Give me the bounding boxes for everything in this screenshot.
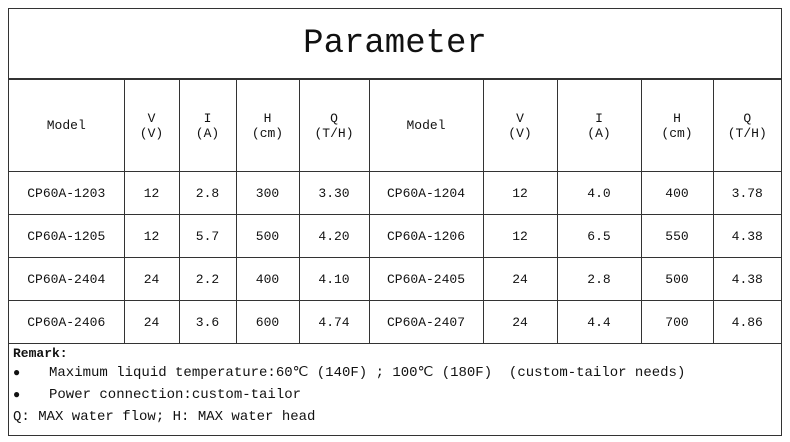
- data-row: CP60A-2406 24 3.6 600 4.74 CP60A-2407 24 4.4 700…: [9, 300, 781, 344]
- header-cell: V (V): [123, 79, 180, 172]
- header-text: V: [147, 110, 156, 126]
- header-cell: I (A): [178, 79, 237, 172]
- header-text: I: [203, 110, 212, 126]
- data-cell: CP60A-1206: [368, 214, 484, 258]
- data-cell: 300: [235, 171, 300, 215]
- data-cell: 500: [235, 214, 300, 258]
- header-text: Model: [406, 118, 446, 133]
- data-cell: 24: [482, 257, 558, 301]
- header-text: Q: [743, 110, 752, 126]
- data-cell: 12: [482, 214, 558, 258]
- header-cell: Model: [368, 79, 484, 172]
- data-cell: 24: [123, 300, 180, 344]
- data-cell: 2.8: [556, 257, 642, 301]
- parameter-table: Model V (V) I (A) H (cm) Q (T/H) Model V (V) I (A) H (c…: [9, 79, 781, 344]
- data-cell: CP60A-2404: [9, 257, 125, 301]
- header-cell: I (A): [556, 79, 642, 172]
- data-cell: 2.2: [178, 257, 237, 301]
- header-row: Model V (V) I (A) H (cm) Q (T/H) Model V (V) I (A) H (c…: [9, 79, 781, 172]
- data-cell: 2.8: [178, 171, 237, 215]
- data-row: CP60A-2404 24 2.2 400 4.10 CP60A-2405 24 2.8 500…: [9, 257, 781, 301]
- header-cell: Model: [9, 79, 125, 172]
- header-text: (cm): [251, 125, 284, 141]
- data-cell: 24: [123, 257, 180, 301]
- data-cell: 4.86: [712, 300, 781, 344]
- data-cell: 4.74: [298, 300, 370, 344]
- title: Parameter: [9, 9, 781, 79]
- data-cell: 12: [123, 171, 180, 215]
- header-text: (A): [587, 125, 611, 141]
- data-cell: 4.4: [556, 300, 642, 344]
- header-cell: H (cm): [640, 79, 714, 172]
- data-cell: 400: [235, 257, 300, 301]
- header-text: (T/H): [314, 125, 354, 141]
- remark: Remark: Maximum liquid temperature:60℃ (…: [9, 344, 781, 430]
- data-cell: CP60A-2407: [368, 300, 484, 344]
- data-cell: 4.20: [298, 214, 370, 258]
- header-cell: H (cm): [235, 79, 300, 172]
- remark-heading: Remark:: [13, 346, 68, 361]
- data-cell: 4.10: [298, 257, 370, 301]
- header-text: V: [516, 110, 524, 126]
- data-cell: 12: [482, 171, 558, 215]
- data-cell: CP60A-1205: [9, 214, 125, 258]
- header-text: H: [673, 110, 681, 126]
- header-text: (T/H): [727, 125, 767, 141]
- header-text: H: [263, 110, 272, 126]
- remark-bullet: Maximum liquid temperature:60℃ (140F) ; …: [13, 362, 777, 384]
- data-cell: 3.6: [178, 300, 237, 344]
- header-text: (V): [139, 125, 164, 141]
- header-cell: Q (T/H): [298, 79, 370, 172]
- data-row: CP60A-1203 12 2.8 300 3.30 CP60A-1204 12 4.0 400…: [9, 171, 781, 215]
- header-cell: V (V): [482, 79, 558, 172]
- data-cell: 4.38: [712, 214, 781, 258]
- header-text: Model: [46, 118, 86, 133]
- data-cell: 500: [640, 257, 714, 301]
- data-cell: 6.5: [556, 214, 642, 258]
- data-cell: 400: [640, 171, 714, 215]
- header-text: Q: [330, 110, 338, 126]
- data-cell: CP60A-2405: [368, 257, 484, 301]
- data-row: CP60A-1205 12 5.7 500 4.20 CP60A-1206 12 6.5 550…: [9, 214, 781, 258]
- data-cell: CP60A-1204: [368, 171, 484, 215]
- data-cell: 600: [235, 300, 300, 344]
- data-cell: 24: [482, 300, 558, 344]
- data-cell: 3.78: [712, 171, 781, 215]
- parameter-sheet: Parameter Model V (V) I (A) H (cm) Q (T/H) Model V…: [8, 8, 782, 436]
- header-text: I: [595, 110, 603, 126]
- data-cell: 12: [123, 214, 180, 258]
- header-text: (V): [508, 125, 532, 141]
- remark-note: Q: MAX water flow; H: MAX water head: [13, 409, 316, 425]
- data-cell: 4.0: [556, 171, 642, 215]
- data-cell: 700: [640, 300, 714, 344]
- remark-bullet: Power connection:custom-tailor: [13, 384, 777, 406]
- data-cell: CP60A-2406: [9, 300, 125, 344]
- data-cell: 4.38: [712, 257, 781, 301]
- header-cell: Q (T/H): [712, 79, 781, 172]
- data-cell: 550: [640, 214, 714, 258]
- header-text: (A): [195, 125, 220, 141]
- data-cell: 3.30: [298, 171, 370, 215]
- header-text: (cm): [661, 125, 693, 141]
- data-cell: CP60A-1203: [9, 171, 125, 215]
- data-cell: 5.7: [178, 214, 237, 258]
